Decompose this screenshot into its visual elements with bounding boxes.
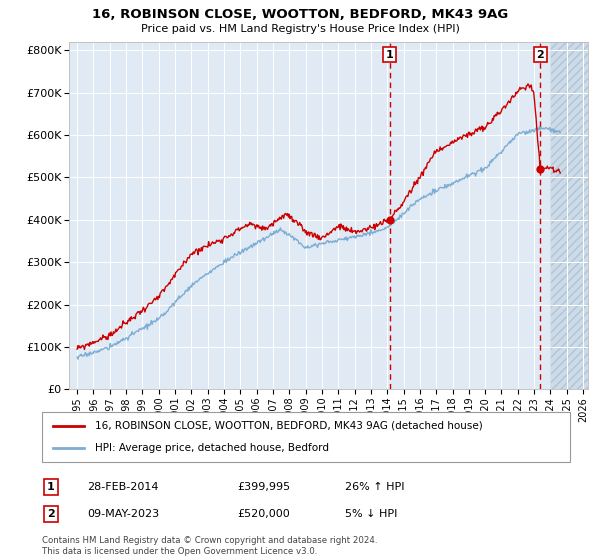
Text: £399,995: £399,995 (237, 482, 290, 492)
Text: 09-MAY-2023: 09-MAY-2023 (87, 509, 159, 519)
Bar (550, 42, 591, 389)
Text: 28-FEB-2014: 28-FEB-2014 (87, 482, 158, 492)
Text: 5% ↓ HPI: 5% ↓ HPI (345, 509, 397, 519)
Text: 1: 1 (386, 50, 394, 60)
Text: 26% ↑ HPI: 26% ↑ HPI (345, 482, 404, 492)
FancyBboxPatch shape (42, 412, 570, 462)
Text: 2: 2 (536, 50, 544, 60)
Text: 1: 1 (47, 482, 55, 492)
Text: 16, ROBINSON CLOSE, WOOTTON, BEDFORD, MK43 9AG (detached house): 16, ROBINSON CLOSE, WOOTTON, BEDFORD, MK… (95, 421, 482, 431)
Text: Price paid vs. HM Land Registry's House Price Index (HPI): Price paid vs. HM Land Registry's House … (140, 24, 460, 34)
Bar (550, 42, 591, 389)
Text: Contains HM Land Registry data © Crown copyright and database right 2024.
This d: Contains HM Land Registry data © Crown c… (42, 536, 377, 556)
Text: 16, ROBINSON CLOSE, WOOTTON, BEDFORD, MK43 9AG: 16, ROBINSON CLOSE, WOOTTON, BEDFORD, MK… (92, 8, 508, 21)
Text: 2: 2 (47, 509, 55, 519)
Text: £520,000: £520,000 (237, 509, 290, 519)
Text: HPI: Average price, detached house, Bedford: HPI: Average price, detached house, Bedf… (95, 443, 329, 453)
